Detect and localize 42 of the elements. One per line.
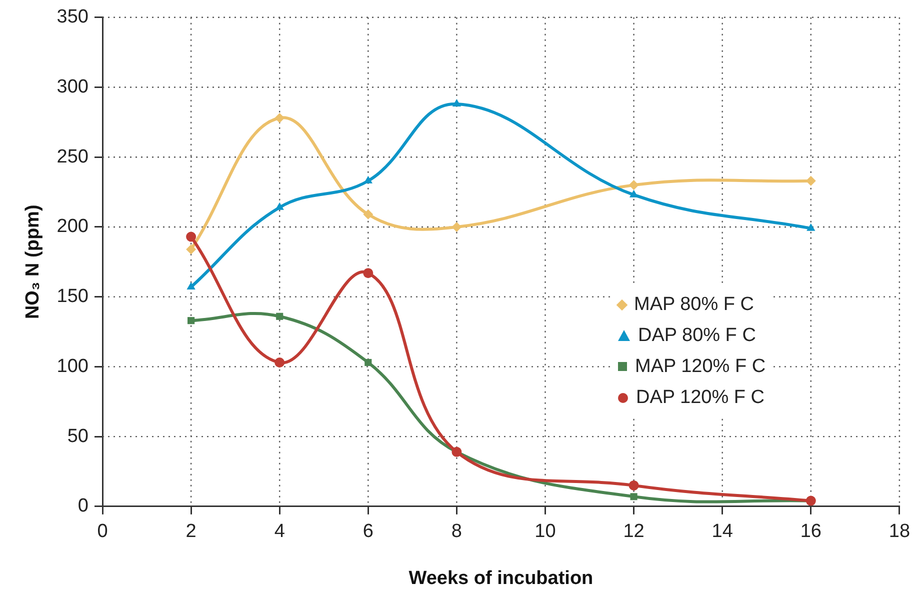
x-tick-label: 6 bbox=[362, 521, 374, 542]
y-axis-title: NO₃ N (ppm) bbox=[22, 204, 44, 320]
point bbox=[188, 317, 195, 324]
legend-label: MAP 120% F C bbox=[635, 356, 766, 378]
legend-label: MAP 80% F C bbox=[634, 294, 754, 316]
y-tick-label: 350 bbox=[56, 6, 88, 28]
point bbox=[628, 480, 639, 490]
point bbox=[363, 268, 374, 278]
point bbox=[275, 202, 284, 210]
point bbox=[274, 357, 285, 368]
x-tick-label: 8 bbox=[451, 521, 462, 542]
x-tick-label: 2 bbox=[186, 521, 196, 542]
point bbox=[186, 244, 196, 254]
y-tick-label: 100 bbox=[56, 356, 88, 377]
point bbox=[276, 312, 284, 320]
legend-label: DAP 120% F C bbox=[636, 386, 764, 408]
y-tick-label: 300 bbox=[56, 76, 88, 98]
point bbox=[628, 180, 639, 190]
point bbox=[630, 493, 638, 500]
point bbox=[806, 223, 816, 231]
legend-label: DAP 80% F C bbox=[638, 324, 756, 346]
point bbox=[363, 209, 374, 220]
x-tick-label: 12 bbox=[623, 521, 644, 542]
point bbox=[806, 176, 816, 186]
y-tick-label: 50 bbox=[67, 426, 88, 447]
x-axis-title: Weeks of incubation bbox=[408, 568, 594, 589]
point bbox=[186, 232, 196, 242]
point bbox=[452, 222, 462, 232]
x-tick-label: 0 bbox=[97, 521, 108, 542]
y-tick-label: 250 bbox=[56, 146, 88, 168]
point bbox=[364, 358, 372, 366]
x-tick-label: 18 bbox=[888, 521, 910, 542]
point bbox=[452, 99, 462, 107]
x-tick-label: 14 bbox=[712, 521, 734, 542]
x-tick-label: 10 bbox=[534, 521, 556, 542]
y-tick-label: 200 bbox=[56, 216, 88, 238]
y-tick-label: 0 bbox=[78, 496, 88, 517]
x-tick-label: 4 bbox=[274, 521, 286, 542]
y-tick-label: 150 bbox=[56, 286, 88, 308]
point bbox=[274, 112, 285, 123]
x-tick-label: 16 bbox=[800, 521, 822, 542]
point bbox=[186, 282, 196, 290]
